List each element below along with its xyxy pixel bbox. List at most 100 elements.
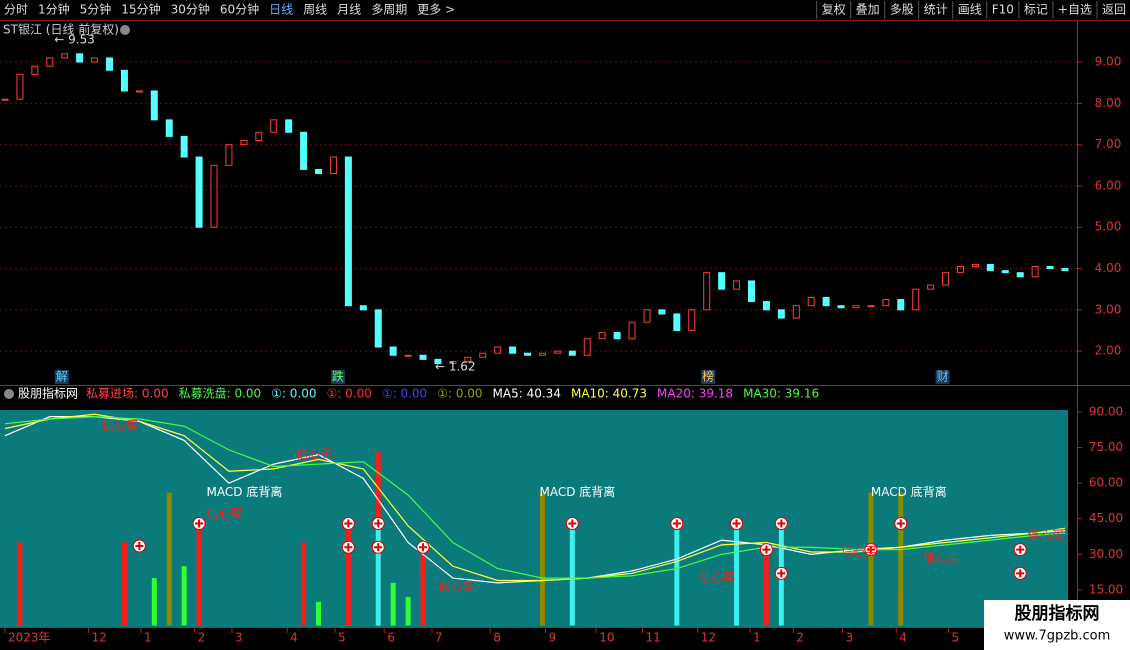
toolbar-button[interactable]: 复权 — [822, 3, 846, 17]
toolbar-button[interactable]: 月线 — [337, 3, 361, 17]
candle — [210, 164, 218, 228]
toolbar-button[interactable]: 分时 — [4, 3, 28, 17]
indicator-bar — [898, 492, 904, 626]
candle — [822, 296, 830, 307]
candle — [329, 156, 337, 175]
legend-item: ①: 0.00 — [327, 387, 372, 401]
legend-item: MA10: 40.73 — [571, 387, 647, 401]
x-tick-label: 9 — [548, 631, 556, 645]
x-tick-label: 2023年 — [8, 631, 51, 645]
candle — [1016, 272, 1024, 278]
toolbar-button[interactable]: 5分钟 — [80, 2, 112, 17]
indicator-bar — [569, 523, 575, 626]
candle — [568, 350, 576, 356]
indicator-bar — [868, 492, 874, 626]
candle — [449, 360, 457, 365]
x-tick-label: 1 — [753, 631, 761, 645]
x-tick-label: 11 — [645, 631, 660, 645]
watermark-url: www.7gpzb.com — [1004, 629, 1111, 644]
toolbar-button[interactable]: 多股 — [890, 3, 914, 17]
toolbar-button[interactable]: 多周期 — [371, 3, 407, 17]
toolbar-button[interactable]: 标记 — [1024, 3, 1048, 17]
buy-marker-cross — [1016, 569, 1025, 578]
macd-annotation: MACD 底背离 — [207, 484, 283, 499]
indicator-bar — [181, 566, 187, 626]
buy-marker-cross — [777, 519, 786, 528]
candle — [344, 156, 352, 307]
toolbar-button[interactable]: 叠加 — [856, 3, 880, 17]
event-label: 解 — [56, 370, 68, 384]
event-badge — [935, 370, 950, 384]
buy-marker-cross — [195, 519, 204, 528]
buy-annotation: 信心买 — [102, 419, 138, 433]
buy-annotation: 信心买 — [923, 552, 959, 566]
candle — [374, 309, 382, 348]
candle — [837, 305, 845, 309]
candle — [718, 272, 726, 290]
legend-item: 私募进场: 0.00 — [86, 387, 169, 401]
candle — [285, 119, 293, 133]
legend-item: ①: 0.00 — [382, 387, 427, 401]
toolbar-button[interactable]: 60分钟 — [220, 2, 259, 17]
indicator-bar — [121, 542, 127, 626]
indicator-menu-icon[interactable] — [4, 389, 14, 399]
indicator-bar — [375, 523, 381, 626]
indicator-bar — [196, 523, 202, 626]
indicator-bar — [763, 542, 769, 626]
title-menu-icon[interactable] — [120, 25, 130, 35]
ma-line — [4, 416, 1066, 579]
y-tick-label: 30.00 — [1089, 547, 1123, 561]
toolbar-button[interactable]: 日线 — [269, 3, 293, 17]
candle — [31, 65, 39, 75]
buy-marker-cross — [419, 543, 428, 552]
candle — [1001, 270, 1009, 274]
toolbar-button[interactable]: 返回 — [1102, 3, 1126, 17]
x-tick-label: 3 — [235, 631, 243, 645]
toolbar-button[interactable]: 15分钟 — [121, 2, 160, 17]
buy-marker-cross — [135, 542, 144, 551]
candle — [747, 280, 755, 303]
y-tick-label: 7.00 — [1095, 137, 1122, 151]
legend-item: ①: 0.00 — [271, 387, 316, 401]
candle — [240, 140, 248, 146]
buy-annotation: 信心买 — [841, 544, 877, 558]
macd-annotation: MACD 底背离 — [539, 484, 615, 499]
candle — [270, 119, 278, 133]
toolbar-button[interactable]: 画线 — [958, 3, 982, 17]
y-tick-label: 4.00 — [1095, 261, 1122, 275]
candle — [897, 299, 905, 311]
candle — [150, 90, 158, 121]
y-tick-label: 8.00 — [1095, 96, 1122, 110]
y-tick-label: 2.00 — [1095, 344, 1122, 358]
x-tick-label: 8 — [493, 631, 501, 645]
toolbar-button[interactable]: 更多 > — [417, 3, 455, 17]
x-tick-label: 4 — [899, 631, 907, 645]
ma-line — [4, 413, 1066, 582]
candle — [942, 272, 950, 286]
buy-marker-cross — [777, 569, 786, 578]
indicator-bar — [674, 523, 680, 626]
indicator-bar — [734, 523, 740, 626]
candle — [777, 309, 785, 319]
indicator-bar — [316, 601, 322, 626]
indicator-bar — [390, 582, 396, 626]
event-label: 榜 — [702, 369, 714, 384]
buy-marker-cross — [374, 519, 383, 528]
toolbar-button[interactable]: 周线 — [303, 3, 327, 17]
toolbar-button[interactable]: 1分钟 — [38, 2, 70, 17]
event-badge — [330, 370, 345, 384]
y-tick-label: 90.00 — [1089, 404, 1123, 418]
y-tick-label: 60.00 — [1089, 476, 1123, 490]
x-tick-label: 10 — [599, 631, 614, 645]
toolbar-button[interactable]: +自选 — [1058, 3, 1092, 17]
candle — [733, 280, 741, 290]
event-badge — [54, 370, 69, 384]
toolbar-button[interactable]: F10 — [992, 3, 1014, 17]
toolbar-button[interactable]: 统计 — [924, 3, 948, 17]
candle — [971, 263, 979, 267]
candle — [255, 131, 263, 142]
buy-marker-cross — [374, 543, 383, 552]
legend-item: MA30: 39.16 — [743, 387, 819, 401]
toolbar-button[interactable]: 30分钟 — [171, 2, 210, 17]
candle — [315, 168, 323, 175]
